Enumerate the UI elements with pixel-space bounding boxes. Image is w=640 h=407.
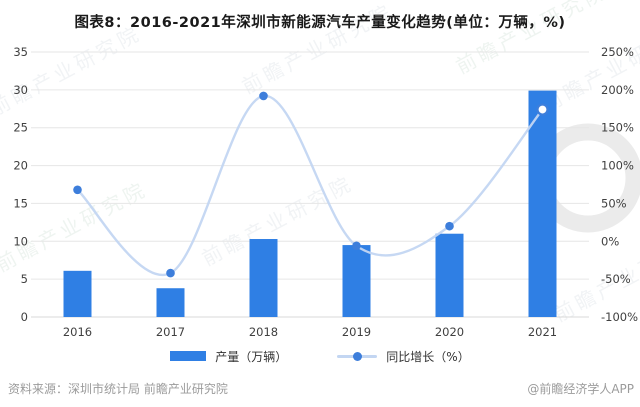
left-axis-tick: 35 bbox=[13, 45, 28, 59]
legend-line-swatch-icon bbox=[337, 351, 378, 361]
right-axis-tick: 150% bbox=[601, 121, 634, 135]
left-axis-tick: 20 bbox=[13, 159, 28, 173]
category-axis: 2016 2017 2018 2019 2020 2021 bbox=[63, 325, 557, 339]
line-series bbox=[73, 91, 549, 278]
gridlines: 0 -100%5 -50%10 0%15 50%20 100%25 150%30 200%35… bbox=[13, 45, 638, 324]
data-point-2020 bbox=[445, 221, 454, 231]
left-axis-tick: 25 bbox=[13, 121, 28, 135]
right-axis-tick: 250% bbox=[601, 45, 634, 59]
data-point-2016 bbox=[73, 185, 82, 195]
data-point-2017 bbox=[166, 268, 175, 278]
category-label-2018: 2018 bbox=[249, 325, 278, 339]
left-axis-tick: 0 bbox=[21, 310, 28, 324]
bar-2018 bbox=[249, 239, 278, 317]
right-axis-tick: 100% bbox=[601, 159, 634, 173]
category-label-2017: 2017 bbox=[156, 325, 185, 339]
right-axis-tick: 50% bbox=[601, 196, 627, 210]
right-axis-tick: 0% bbox=[601, 234, 619, 248]
chart-title: 图表8：2016-2021年深圳市新能源汽车产量变化趋势(单位：万辆，%) bbox=[74, 15, 566, 31]
legend-item-production: 产量（万辆） bbox=[170, 348, 287, 365]
bar-2020 bbox=[435, 233, 464, 317]
legend-line-label: 同比增长（%） bbox=[386, 349, 470, 364]
legend: 产量（万辆） 同比增长（%） bbox=[0, 347, 640, 365]
legend-bar-swatch-icon bbox=[170, 351, 207, 361]
left-axis-tick: 30 bbox=[13, 83, 28, 97]
credit-text: @前瞻经济学人APP bbox=[527, 382, 634, 396]
combo-chart: 0 -100%5 -50%10 0%15 50%20 100%25 150%30 200%35… bbox=[13, 45, 640, 339]
category-label-2019: 2019 bbox=[342, 325, 371, 339]
legend-bar-label: 产量（万辆） bbox=[215, 349, 288, 364]
data-point-2018 bbox=[259, 91, 268, 101]
left-axis-tick: 10 bbox=[13, 234, 28, 248]
right-axis-tick: -50% bbox=[601, 272, 631, 286]
category-label-2020: 2020 bbox=[435, 325, 464, 339]
legend-item-growth: 同比增长（%） bbox=[337, 348, 470, 365]
right-axis-tick: 200% bbox=[601, 83, 634, 97]
legend-dot-icon bbox=[352, 351, 362, 361]
left-axis-tick: 5 bbox=[21, 272, 28, 286]
bar-2019 bbox=[342, 245, 371, 317]
right-axis-tick: -100% bbox=[601, 310, 638, 324]
data-point-2019 bbox=[352, 241, 361, 251]
left-axis-tick: 15 bbox=[13, 196, 28, 210]
bar-2021 bbox=[528, 90, 557, 317]
category-label-2021: 2021 bbox=[528, 325, 557, 339]
source-text: 资料来源：深圳市统计局 前瞻产业研究院 bbox=[8, 382, 228, 396]
growth-line bbox=[76, 94, 544, 277]
footer: 资料来源：深圳市统计局 前瞻产业研究院 @前瞻经济学人APP bbox=[8, 380, 634, 397]
bar-series bbox=[63, 90, 557, 317]
data-point-2021 bbox=[536, 103, 549, 116]
category-label-2016: 2016 bbox=[63, 325, 92, 339]
bar-2017 bbox=[156, 288, 185, 317]
bar-2016 bbox=[63, 270, 92, 317]
